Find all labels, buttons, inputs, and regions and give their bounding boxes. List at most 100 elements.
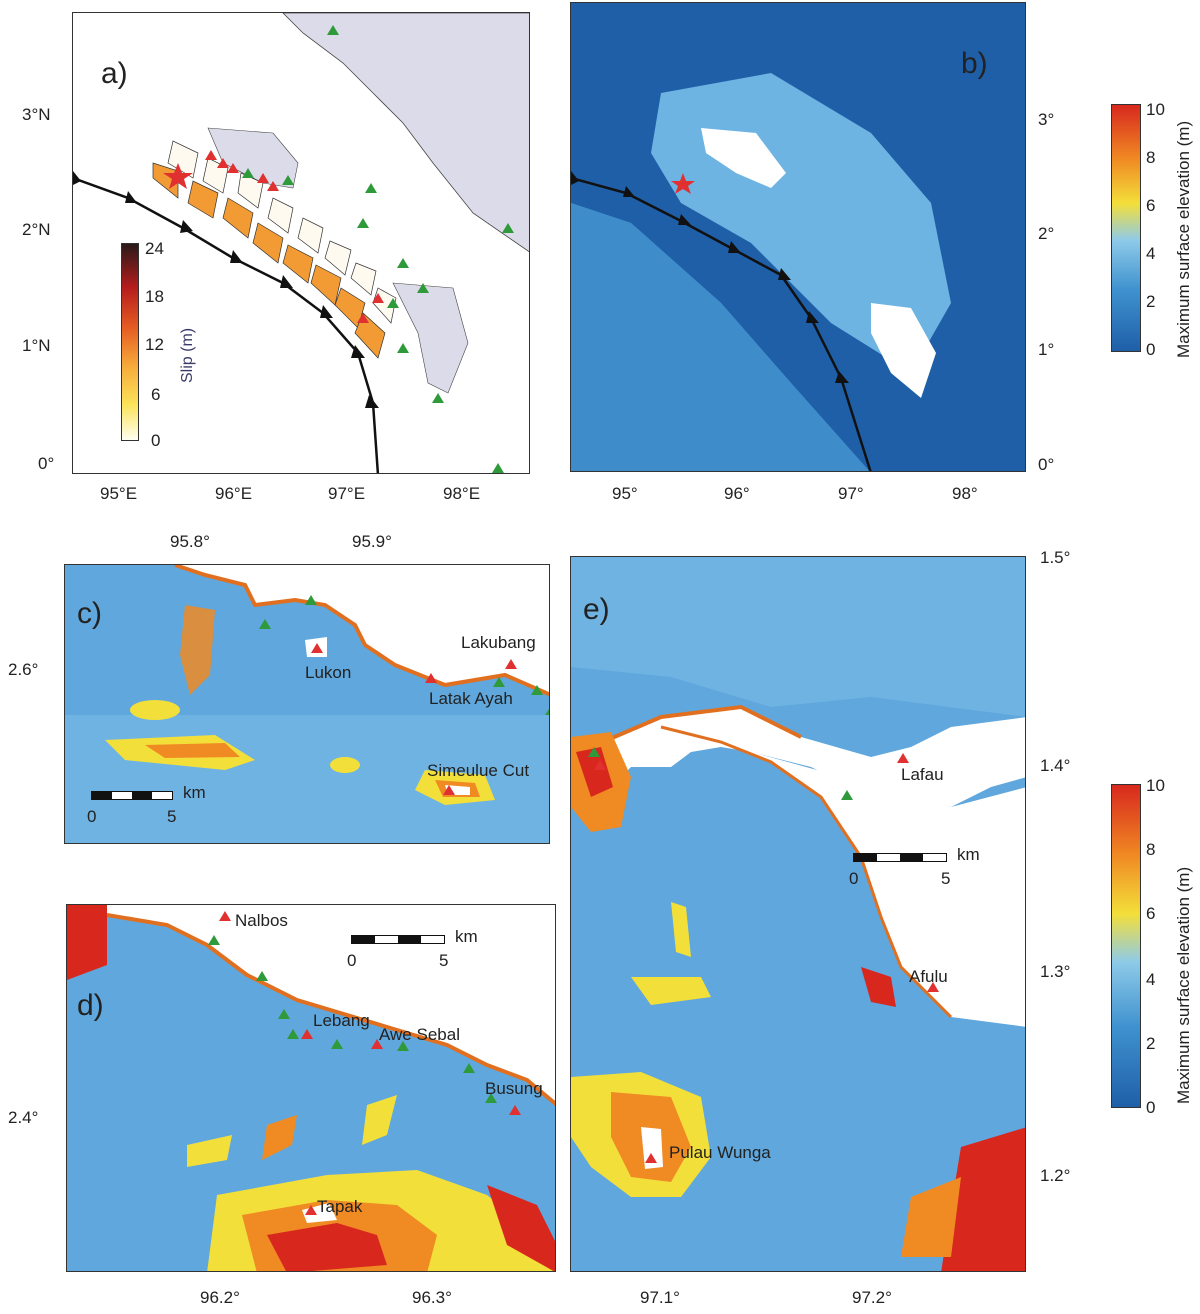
panel-d-map-svg	[67, 905, 555, 1271]
simeulue-island	[701, 128, 786, 188]
slip-tick-0: 0	[151, 431, 161, 450]
nias-island	[871, 303, 936, 398]
slip-colorbar-title: Slip (m)	[179, 327, 196, 383]
bottom-cbar-title: Maximum surface elevation (m)	[1174, 866, 1193, 1104]
panel-c-label: c)	[77, 597, 102, 630]
place-busung: Busung	[485, 1079, 543, 1098]
d-lon-96-2: 96.2°	[200, 1288, 240, 1307]
place-lafau: Lafau	[901, 765, 944, 784]
top-cbar-tick-10: 10	[1146, 100, 1165, 119]
e-lon-97-2: 97.2°	[852, 1288, 892, 1307]
a-lat-0: 0°	[38, 454, 55, 473]
b-lon-97: 97°	[838, 484, 864, 503]
place-nalbos: Nalbos	[235, 911, 288, 930]
slip-tick-18: 18	[145, 287, 164, 306]
b-lon-96: 96°	[724, 484, 750, 503]
panel-a-slip-map: a) 24 18 12 6 0 Slip (m)	[72, 12, 530, 474]
a-lon-98: 98°E	[443, 484, 481, 503]
top-cbar-title: Maximum surface elevation (m)	[1174, 120, 1193, 358]
e-lon-97-1: 97.1°	[640, 1288, 680, 1307]
c-lon-95-9: 95.9°	[352, 532, 392, 551]
panel-b-label: b)	[961, 47, 988, 80]
scale-bar-e: km 0 5	[849, 845, 980, 888]
peninsula-land	[661, 727, 1025, 1027]
top-cbar-tick-2: 2	[1146, 292, 1156, 311]
place-simeulue-cut: Simeulue Cut	[427, 761, 530, 780]
panel-a-map-svg	[73, 13, 529, 473]
place-lukon: Lukon	[305, 663, 352, 682]
b-lat-2: 2°	[1038, 224, 1055, 243]
panel-e-label: e)	[583, 593, 610, 626]
trench-teeth	[571, 171, 849, 383]
scale-c-unit: km	[183, 783, 206, 802]
scale-e-5: 5	[941, 869, 951, 888]
panel-b-max-elevation-map: b)	[570, 2, 1026, 472]
b-lat-1: 1°	[1038, 340, 1055, 359]
panel-e-map-svg	[571, 557, 1025, 1271]
bottom-cbar-tick-0: 0	[1146, 1098, 1156, 1117]
b-lat-3: 3°	[1038, 110, 1055, 129]
panel-d-label: d)	[77, 989, 104, 1022]
scale-d-5: 5	[439, 951, 449, 970]
b-lon-98: 98°	[952, 484, 978, 503]
a-lat-3: 3°N	[22, 105, 51, 124]
top-cbar-tick-6: 6	[1146, 196, 1156, 215]
scale-c-0: 0	[87, 807, 97, 826]
trench-teeth	[73, 171, 379, 408]
trench-line	[571, 176, 872, 471]
bottom-cbar-tick-4: 4	[1146, 970, 1156, 989]
coast-land	[175, 565, 549, 695]
place-lakubang: Lakubang	[461, 633, 536, 652]
place-pulau-wunga: Pulau Wunga	[669, 1143, 771, 1162]
panel-a-label: a)	[101, 57, 128, 90]
b-lat-0: 0°	[1038, 455, 1055, 474]
fault-patches	[152, 140, 397, 359]
panel-e-inundation-map: e) Lafau Afulu Pulau Wunga km 0 5	[570, 556, 1026, 1272]
scale-d-0: 0	[347, 951, 357, 970]
b-lon-95: 95°	[612, 484, 638, 503]
d-lat-2-4: 2.4°	[8, 1108, 39, 1127]
nias-island	[392, 282, 469, 394]
epicenter-star	[163, 163, 193, 189]
epicenter-star	[671, 173, 695, 194]
stations	[208, 911, 521, 1215]
place-lebang: Lebang	[313, 1011, 370, 1030]
panel-d-inundation-map: d) Nalbos Lebang Awe Sebal Busung Tapak …	[66, 904, 556, 1272]
scale-d-unit: km	[455, 927, 478, 946]
stations	[205, 25, 514, 473]
a-lon-95: 95°E	[100, 484, 138, 503]
north-coast-land	[591, 707, 1025, 807]
bottom-cbar-tick-10: 10	[1146, 776, 1165, 795]
c-lat-2-6: 2.6°	[8, 660, 39, 679]
top-cbar-tick-4: 4	[1146, 244, 1156, 263]
e-lat-1-3: 1.3°	[1040, 962, 1071, 981]
elevation-colorbar-bottom	[1111, 784, 1141, 1108]
top-cbar-tick-8: 8	[1146, 148, 1156, 167]
scale-e-unit: km	[957, 845, 980, 864]
panel-b-map-svg	[571, 3, 1025, 471]
a-lon-97: 97°E	[328, 484, 366, 503]
scale-bar-d: km 0 5	[347, 927, 478, 970]
panel-c-inundation-map: c) Lakubang Lukon Latak Ayah Simeulue Cu…	[64, 564, 550, 844]
bottom-cbar-tick-2: 2	[1146, 1034, 1156, 1053]
e-lat-1-4: 1.4°	[1040, 756, 1071, 775]
d-lon-96-3: 96.3°	[412, 1288, 452, 1307]
stations	[259, 595, 549, 795]
slip-tick-24: 24	[145, 239, 164, 258]
place-latak-ayah: Latak Ayah	[429, 689, 513, 708]
place-afulu: Afulu	[909, 967, 948, 986]
place-awe-sebal: Awe Sebal	[379, 1025, 460, 1044]
scale-bar-c: km 0 5	[87, 783, 206, 826]
c-lon-95-8: 95.8°	[170, 532, 210, 551]
a-lat-1: 1°N	[22, 336, 51, 355]
slip-colorbar	[121, 243, 139, 441]
panel-c-map-svg	[65, 565, 549, 843]
sumatra-land	[282, 13, 529, 253]
slip-tick-12: 12	[145, 335, 164, 354]
place-tapak: Tapak	[317, 1197, 363, 1216]
scale-c-5: 5	[167, 807, 177, 826]
e-lat-1-2: 1.2°	[1040, 1166, 1071, 1185]
bottom-cbar-tick-6: 6	[1146, 904, 1156, 923]
scale-e-0: 0	[849, 869, 859, 888]
stations	[588, 747, 939, 1163]
